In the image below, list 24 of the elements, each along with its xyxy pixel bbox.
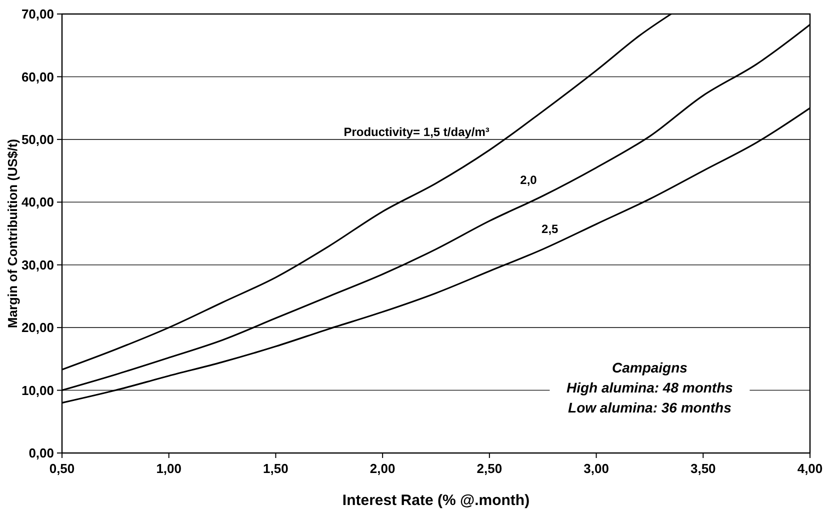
y-tick-label: 10,00 — [21, 382, 54, 398]
x-tick-label: 1,50 — [263, 461, 288, 476]
series-label: Productivity= 1,5 t/day/m³ — [344, 125, 490, 140]
y-tick-label: 30,00 — [21, 257, 54, 272]
y-tick-label: 0,00 — [28, 446, 54, 461]
x-tick-label: 2,50 — [476, 461, 502, 476]
y-axis-title: Margin of Contribuition (US$/t) — [5, 138, 20, 328]
y-tick-label: 70,00 — [21, 6, 54, 22]
x-axis-title: Interest Rate (% @.month) — [342, 492, 530, 509]
x-tick-label: 1,00 — [156, 461, 182, 476]
x-tick-label: 3,50 — [690, 461, 716, 476]
series-label: 2,0 — [520, 172, 538, 187]
y-tick-label: 50,00 — [21, 132, 54, 147]
y-tick-label: 40,00 — [21, 194, 54, 210]
annotation: Low alumina: 36 months — [568, 399, 732, 416]
x-tick-label: 0,50 — [49, 461, 75, 476]
y-tick-label: 60,00 — [21, 69, 54, 84]
y-tick-label: 20,00 — [21, 320, 54, 336]
x-tick-label: 4,00 — [797, 461, 823, 476]
series-label: 2,5 — [542, 222, 559, 236]
x-tick-label: 3,00 — [584, 461, 609, 476]
annotation: High alumina: 48 months — [566, 379, 734, 396]
annotation: Campaigns — [612, 359, 688, 376]
x-tick-label: 2,00 — [370, 461, 396, 476]
